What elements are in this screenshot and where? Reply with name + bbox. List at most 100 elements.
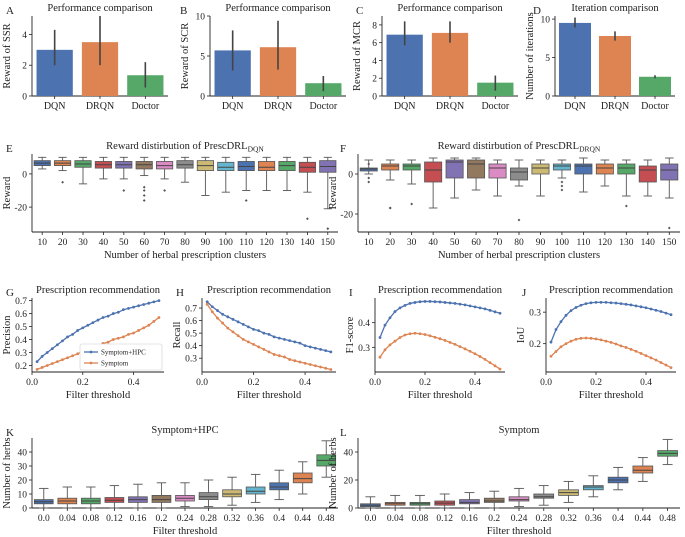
x-axis-label: Filter threshold: [408, 390, 473, 401]
x-tick-label: 0.4: [469, 378, 481, 388]
series-point: [324, 349, 328, 353]
y-tick-label: 0: [200, 93, 205, 103]
box: [258, 161, 276, 171]
series-point: [554, 350, 558, 353]
panel-letter: F: [340, 143, 346, 155]
series-point: [659, 361, 663, 364]
series-point: [308, 345, 312, 349]
box: [222, 489, 242, 498]
panel-title: Performance comparison: [47, 3, 153, 14]
series-point: [468, 304, 472, 308]
x-tick-label: 0.08: [412, 514, 429, 524]
series-point: [61, 339, 64, 343]
series-point: [408, 302, 412, 305]
x-axis-label: Number of herbal prescription clusters: [438, 250, 600, 261]
series-point: [388, 316, 392, 320]
panel-title: Prescription recommendation: [549, 285, 674, 296]
y-tick-label: 4: [372, 57, 377, 67]
series-point: [142, 303, 146, 306]
series-point: [624, 302, 628, 306]
series-point: [231, 317, 235, 321]
series-point: [609, 341, 613, 344]
series-point: [549, 354, 553, 358]
series-point: [205, 300, 209, 304]
x-axis-label: Filter threshold: [66, 390, 131, 401]
x-tick-label: DQN: [564, 101, 586, 112]
series-line: [206, 303, 331, 371]
series-point: [45, 351, 49, 354]
y-tick-label: 20: [18, 477, 28, 487]
x-tick-label: 0.0: [540, 378, 552, 388]
panel-title: Prescription recommendation: [36, 285, 161, 296]
series-point: [478, 306, 482, 310]
series-point: [55, 343, 59, 347]
y-tick-label: 40: [344, 449, 354, 459]
x-tick-label: 0.24: [177, 514, 194, 524]
box: [245, 486, 266, 495]
series-point: [423, 300, 427, 303]
series-point: [398, 306, 402, 310]
x-tick-label: 0.48: [659, 514, 676, 524]
panel-letter: L: [340, 427, 347, 439]
box-outlier: [367, 162, 371, 166]
series-point: [554, 328, 558, 331]
panel-title: Reward distirbution of PrescDRLDQN: [106, 141, 264, 154]
x-tick-label: Doctor: [309, 101, 337, 112]
series-point: [329, 368, 333, 371]
series-point: [599, 301, 603, 304]
series-point: [288, 358, 292, 361]
box-outlier: [367, 176, 371, 180]
x-tick-label: DQN: [394, 101, 416, 112]
x-tick-label: 0.44: [294, 514, 311, 524]
box: [424, 161, 443, 183]
x-tick-label: 0.48: [318, 514, 335, 524]
series-point: [293, 359, 297, 363]
x-tick-label: 0.36: [247, 514, 264, 524]
series-point: [277, 336, 281, 340]
series-point: [498, 311, 502, 315]
series-point: [418, 332, 422, 336]
x-tick-label: 0.2: [156, 514, 168, 524]
series-point: [614, 301, 618, 305]
series-point: [559, 345, 563, 349]
x-tick-label: 90: [536, 238, 546, 248]
series-point: [35, 360, 39, 364]
series-point: [378, 336, 382, 339]
series-point: [463, 303, 467, 307]
panel-title: Performance comparison: [397, 3, 503, 14]
bar: [599, 36, 631, 96]
series-point: [483, 358, 487, 361]
box: [510, 167, 528, 181]
series-point: [468, 349, 472, 353]
series-point: [493, 364, 497, 368]
x-tick-label: 0.24: [511, 514, 528, 524]
x-tick-label: 50: [450, 238, 460, 248]
series-point: [61, 358, 64, 362]
series-point: [644, 306, 648, 310]
box-outlier: [667, 226, 671, 230]
series-point: [147, 301, 151, 305]
x-tick-label: 110: [239, 238, 253, 248]
series-point: [205, 302, 209, 306]
panel-letter: C: [356, 5, 363, 17]
box: [292, 472, 313, 484]
y-tick-label: 0.4: [15, 336, 27, 346]
panel-l: L Symptom 0 20 40 Number of herbs Filter thres…: [328, 425, 680, 537]
x-tick-label: 0.4: [128, 378, 140, 388]
x-tick-label: 130: [280, 238, 295, 248]
x-tick-label: 0.32: [560, 514, 577, 524]
series-point: [498, 367, 502, 371]
series-point: [288, 339, 292, 343]
series-point: [473, 352, 477, 356]
x-tick-label: 0.0: [26, 378, 38, 388]
panel-d: D Iteration comparison 0 5 10 Number of itera…: [525, 3, 675, 112]
y-axis-label: Number of herbs: [328, 437, 339, 508]
box-outlier: [142, 199, 146, 202]
series-point: [319, 348, 322, 351]
x-tick-label: DRQN: [264, 101, 292, 112]
series-point: [574, 337, 578, 341]
series-point: [619, 302, 623, 306]
series-point: [303, 344, 307, 348]
x-tick-label: DRQN: [86, 101, 114, 112]
panel-c: C Performance comparison 0 2 4 6 8 Reward of MC…: [352, 3, 518, 112]
